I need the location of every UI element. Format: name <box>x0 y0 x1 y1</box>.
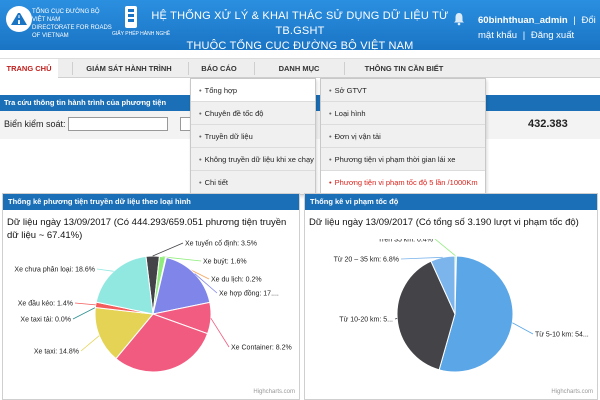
nav-home[interactable]: TRANG CHỦ <box>0 59 58 78</box>
nav-information[interactable]: THÔNG TIN CẦN BIẾT <box>364 64 444 73</box>
pie-label: Xe chưa phân loại: 18.6% <box>14 267 95 274</box>
submenu-item-label: Sở GTVT <box>334 86 367 95</box>
road-logo-icon <box>11 13 27 25</box>
main-nav: TRANG CHỦ GIÁM SÁT HÀNH TRÌNH BÁO CÁO DA… <box>0 58 600 78</box>
submenu-item-label: Phương tiện vi phạm tốc độ 5 lần /1000Km <box>334 178 478 187</box>
pie-connector <box>210 317 230 348</box>
reports-dropdown: • Tổng hợp • Chuyên đề tốc độ • Truyền dữ l… <box>190 78 316 195</box>
pie-label: Xe taxi: 14.8% <box>34 349 79 356</box>
directorate-name-vi: TỔNG CỤC ĐƯỜNG BỘ VIỆT NAM <box>32 9 100 23</box>
menu-item-label: Chi tiết <box>204 178 228 187</box>
nav-catalog[interactable]: DANH MỤC <box>278 64 320 73</box>
pie-slice[interactable] <box>115 313 209 373</box>
directorate-name: TỔNG CỤC ĐƯỜNG BỘ VIỆT NAM DIRECTORATE F… <box>32 8 112 40</box>
pie-label: Từ 5-10 km: 54... <box>535 332 589 339</box>
bell-icon[interactable] <box>452 12 466 26</box>
pie-connector <box>96 268 114 272</box>
menu-item-label: Tổng hợp <box>204 86 238 95</box>
submenu-item-type[interactable]: • Loại hình <box>321 102 485 125</box>
username-link[interactable]: 60binhthuan_admin <box>478 15 568 26</box>
vehicle-type-pie-chart: Xe tuyến cố định: 3.5% Xe buýt: 1.6% Xe du… <box>14 239 292 373</box>
user-separator: | <box>573 15 576 26</box>
menu-item-data-transmission[interactable]: • Truyền dữ liệu <box>191 125 315 148</box>
submenu-item-label: Phương tiện vi phạm thời gian lái xe <box>334 155 456 164</box>
change-password-link[interactable]: Đổi mật khẩu <box>478 15 596 41</box>
pie-slice[interactable] <box>438 255 514 373</box>
pie-label: Xe Container: 8.2% <box>231 345 292 352</box>
nav-divider <box>188 62 189 75</box>
pie-label: Xe du lịch: 0.2% <box>211 277 262 284</box>
panel-title: Thống kê phương tiện truyền dữ liệu theo… <box>3 194 299 210</box>
license-logo <box>116 4 146 30</box>
logout-link[interactable]: Đăng xuất <box>530 30 575 41</box>
pie-connector <box>512 322 534 335</box>
pie-connector <box>80 335 100 352</box>
user-separator: | <box>522 30 526 41</box>
license-logo-label: GIẤY PHÉP HÀNH NGHỀ <box>112 31 171 37</box>
pie-connector <box>74 302 96 306</box>
user-menu: 60binhthuan_admin | Đổi mật khẩu | Đăng … <box>478 13 598 43</box>
panel-subtitle: Dữ liệu ngày 13/09/2017 (Có tổng số 3.19… <box>309 217 579 228</box>
panel-title: Thống kê vi phạm tốc độ <box>305 194 597 210</box>
submenu-item-department[interactable]: • Sở GTVT <box>321 79 485 102</box>
system-title-line2: THUỘC TỔNG CỤC ĐƯỜNG BỘ VIỆT NAM <box>186 40 414 52</box>
pie-label: Trên 35 km: 0.4% <box>378 239 433 244</box>
chart-credit[interactable]: Highcharts.com <box>253 389 295 395</box>
pie-connector <box>72 307 96 320</box>
chart-credit[interactable]: Highcharts.com <box>551 389 593 395</box>
nav-divider <box>344 62 345 75</box>
menu-item-label: Truyền dữ liệu <box>204 132 253 141</box>
submenu-item-transport-unit[interactable]: • Đơn vị vận tải <box>321 125 485 148</box>
directorate-logo <box>6 6 32 32</box>
directorate-name-en: DIRECTORATE FOR ROADS OF VIETNAM <box>32 25 112 39</box>
pie-label: Xe buýt: 1.6% <box>203 259 247 266</box>
system-title-line1: HỆ THỐNG XỬ LÝ & KHAI THÁC SỬ DỤNG DỮ LI… <box>151 10 449 37</box>
submenu-item-speed-violation[interactable]: • Phương tiện vi phạm tốc độ 5 lần /1000K… <box>321 171 485 194</box>
speed-violation-pie-chart: Trên 35 km: 0.4% Từ 5-10 km: 54... Từ 10-2… <box>334 239 589 373</box>
pie-connector <box>194 273 218 294</box>
pie-connector <box>434 239 456 257</box>
pie-slice[interactable] <box>95 255 154 315</box>
submenu-item-label: Đơn vị vận tải <box>334 132 381 141</box>
plate-label: Biển kiểm soát: <box>4 119 66 129</box>
nav-divider <box>72 62 73 75</box>
menu-item-no-transmission[interactable]: • Không truyền dữ liệu khi xe chạy <box>191 148 315 171</box>
pie-label: Xe hợp đồng: 17.... <box>219 289 279 298</box>
menu-item-label: Chuyên đề tốc độ <box>204 109 264 118</box>
submenu-item-label: Loại hình <box>334 109 366 118</box>
pie-connector <box>400 256 443 260</box>
pie-label: Từ 20 – 35 km: 6.8% <box>334 257 399 264</box>
menu-item-speed[interactable]: • Chuyên đề tốc độ <box>191 102 315 125</box>
nav-divider <box>254 62 255 75</box>
pie-label: Xe đầu kéo: 1.4% <box>18 299 73 308</box>
pie-connector <box>162 256 202 262</box>
panel-subtitle: Dữ liệu ngày 13/09/2017 (Có 444.293/659.… <box>7 217 287 241</box>
menu-item-summary[interactable]: • Tổng hợp <box>191 79 315 102</box>
pie-slice[interactable] <box>152 256 211 315</box>
pie-slice[interactable] <box>396 260 456 371</box>
pie-connector <box>152 242 184 257</box>
submenu-item-driving-time[interactable]: • Phương tiện vi phạm thời gian lái xe <box>321 148 485 171</box>
system-title: HỆ THỐNG XỬ LÝ & KHAI THÁC SỬ DỤNG DỮ LI… <box>150 9 450 54</box>
menu-item-detail[interactable]: • Chi tiết <box>199 178 228 187</box>
menu-item-label: Không truyền dữ liệu khi xe chạy <box>204 155 314 164</box>
pie-connector <box>394 317 398 320</box>
pie-label: Xe taxi tải: 0.0% <box>20 317 71 324</box>
plate-input[interactable] <box>68 117 168 131</box>
total-count: 432.383 <box>528 118 568 130</box>
nav-journey-monitoring[interactable]: GIÁM SÁT HÀNH TRÌNH <box>86 64 172 73</box>
app-header: TỔNG CỤC ĐƯỜNG BỘ VIỆT NAM DIRECTORATE F… <box>0 0 600 52</box>
nav-reports[interactable]: BÁO CÁO <box>201 64 237 73</box>
pie-label: Từ 10-20 km: 5... <box>339 317 393 324</box>
speed-violation-panel: Thống kê vi phạm tốc độ Dữ liệu ngày 13/… <box>304 193 598 400</box>
license-logo-icon <box>125 6 137 28</box>
vehicle-type-panel: Thống kê phương tiện truyền dữ liệu theo… <box>2 193 300 400</box>
summary-submenu: • Sở GTVT • Loại hình • Đơn vị vận tải • Phư… <box>320 78 486 195</box>
pie-label: Xe tuyến cố định: 3.5% <box>185 239 257 248</box>
